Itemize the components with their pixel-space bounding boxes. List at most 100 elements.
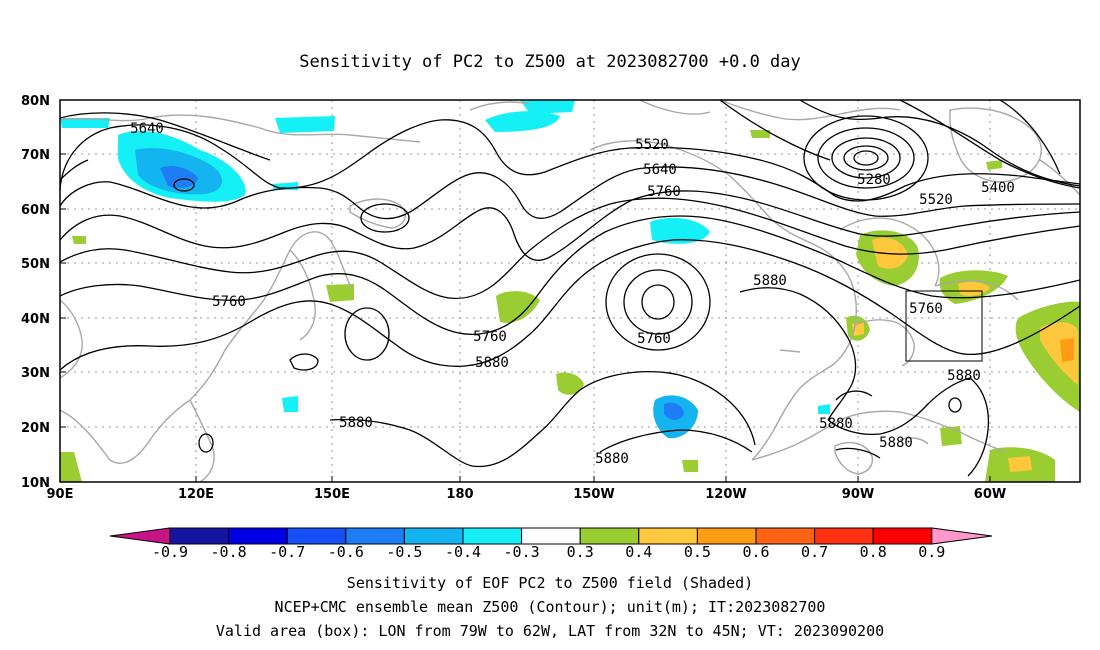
valid-area-box [905,290,983,362]
colorbar-bin [403,527,464,545]
colorbar-label: -0.6 [328,543,364,561]
shade-pos-wpac-1 [326,284,354,302]
lat-tick-label: 20N [21,421,50,436]
lon-tick-labels: 90E 120E 150E 180 150W 120W 90W 60W [47,487,1007,502]
contour-label: 5880 [595,451,629,467]
contour-label: 5880 [819,416,853,432]
shade-pos-atlantic-inner [1040,322,1078,385]
tick-marks [60,99,991,483]
colorbar-bin [521,527,581,545]
contour-label: 5760 [637,331,671,347]
lon-tick-label: 150W [573,487,614,502]
contour-labels: 5640 5520 5640 5760 5280 5400 5520 5760 … [130,121,1015,467]
colorbar: -0.9 -0.8 -0.7 -0.6 -0.5 -0.4 -0.3 0.3 0… [109,527,993,561]
lon-tick-label: 90E [47,487,74,502]
contour-label: 5880 [339,415,373,431]
colorbar-bin [696,527,757,545]
shade-neg-wpac [282,396,298,412]
colorbar-label: -0.7 [269,543,305,561]
z500-contours [59,99,1081,477]
colorbar-label: 0.8 [860,543,887,561]
lon-tick-label: 180 [446,487,473,502]
colorbar-label: -0.9 [152,543,188,561]
colorbar-bin [579,527,640,545]
figure-title: Sensitivity of PC2 to Z500 at 2023082700… [299,52,801,72]
caption-line-1: Sensitivity of EOF PC2 to Z500 field (Sh… [347,574,753,592]
shade-pos-asia-small-1 [72,236,86,244]
shade-pos-greenland [986,160,1002,170]
map-panel: 5640 5520 5640 5760 5280 5400 5520 5760 … [21,94,1081,502]
colorbar-bin [286,527,347,545]
shade-neg-arctic-2 [485,111,560,132]
shade-pos-atlantic-core [1060,338,1074,362]
caption-line-3: Valid area (box): LON from 79W to 62W, L… [216,622,884,640]
colorbar-label: -0.5 [386,543,422,561]
lat-tick-label: 60N [21,203,50,218]
figure-captions: Sensitivity of EOF PC2 to Z500 field (Sh… [216,574,884,640]
lon-tick-label: 120E [178,487,214,502]
contour-label: 5760 [909,301,943,317]
colorbar-labels: -0.9 -0.8 -0.7 -0.6 -0.5 -0.4 -0.3 0.3 0… [152,543,945,561]
shade-neg-arctic-1 [275,116,335,133]
shade-neg-arctic-3 [520,100,575,114]
shade-pos-cpac [556,372,584,395]
lat-tick-label: 50N [21,257,50,272]
shade-neg-siberia-core [160,166,198,188]
contour-label: 5760 [473,329,507,345]
lat-tick-label: 30N [21,366,50,381]
contour-label: 5640 [130,121,164,137]
contour-label: 5280 [857,172,891,188]
lat-tick-label: 80N [21,94,50,109]
contour-label: 5520 [919,192,953,208]
colorbar-bin [169,527,230,545]
shade-neg-bc [650,217,710,244]
lat-tick-label: 70N [21,148,50,163]
colorbar-bin [462,527,523,545]
lon-tick-label: 60W [974,487,1006,502]
contour-label: 5880 [947,368,981,384]
shade-pos-arctic-small [750,130,770,138]
coastlines [59,99,1081,483]
shade-neg-mexico [818,404,830,414]
shade-pos-epac-small [682,460,698,472]
shade-neg-epac-inner [664,402,684,420]
colorbar-label: 0.6 [742,543,769,561]
colorbar-label: -0.3 [504,543,540,561]
sensitivity-shading [60,100,1080,482]
colorbar-left-arrow [109,527,171,545]
colorbar-bins [169,527,933,545]
colorbar-label: 0.3 [567,543,594,561]
contour-label: 5760 [647,184,681,200]
contour-label: 5880 [475,355,509,371]
colorbar-label: -0.8 [211,543,247,561]
shade-pos-south-atl-inner [1008,456,1032,472]
colorbar-bin [638,527,698,545]
contour-label: 5880 [753,273,787,289]
shade-neg-nw [60,118,110,128]
colorbar-label: 0.9 [918,543,945,561]
contour-label: 5880 [879,435,913,451]
colorbar-label: 0.7 [801,543,828,561]
lat-tick-label: 10N [21,476,50,491]
lat-tick-label: 40N [21,312,50,327]
contour-label: 5400 [981,180,1015,196]
shade-pos-dateline [496,291,540,323]
contour-label: 5760 [212,294,246,310]
colorbar-label: 0.4 [625,543,652,561]
colorbar-bin [755,527,816,545]
colorbar-bin [872,527,933,545]
caption-line-2: NCEP+CMC ensemble mean Z500 (Contour); u… [275,598,826,616]
colorbar-label: 0.5 [684,543,711,561]
colorbar-right-arrow [931,527,993,545]
lon-tick-label: 150E [314,487,350,502]
contour-label: 5520 [635,137,669,153]
lon-tick-label: 120W [705,487,746,502]
lat-tick-labels: 80N 70N 60N 50N 40N 30N 20N 10N [21,94,50,491]
colorbar-bin [345,527,405,545]
map-frame [59,99,1081,483]
contour-label: 5640 [643,162,677,178]
colorbar-bin [814,527,874,545]
colorbar-label: -0.4 [445,543,481,561]
lon-tick-label: 90W [842,487,874,502]
